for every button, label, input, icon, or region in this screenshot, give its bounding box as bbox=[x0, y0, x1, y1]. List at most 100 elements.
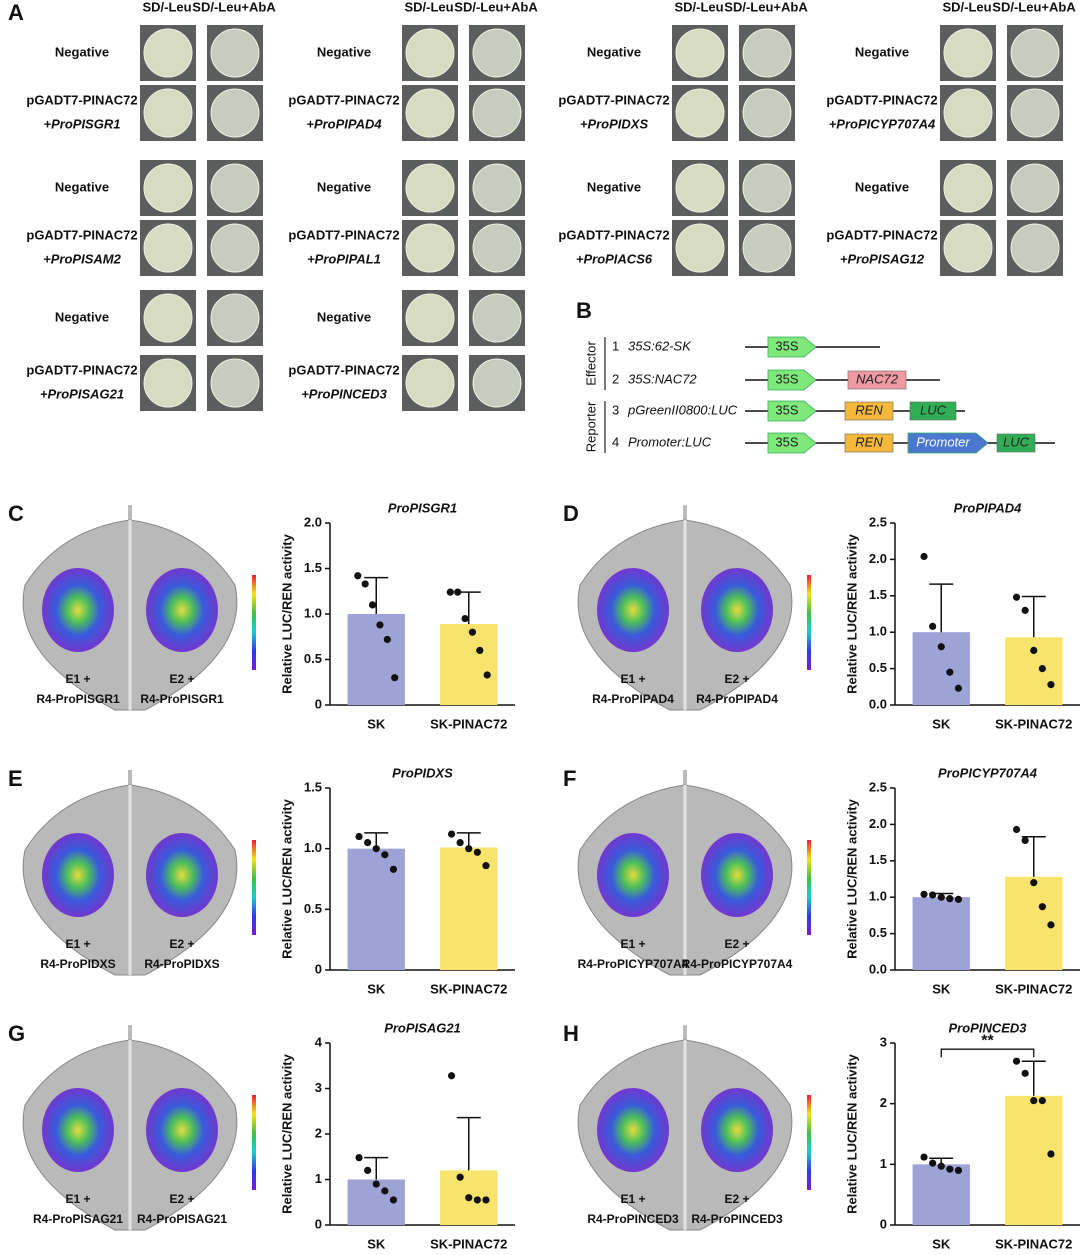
negative-label: Negative bbox=[317, 179, 371, 194]
promoter-label: +ProPISAG21 bbox=[40, 386, 124, 401]
panel-label: H bbox=[563, 1021, 579, 1046]
part-label: REN bbox=[855, 402, 883, 417]
error-bar bbox=[1021, 595, 1046, 638]
leaf-label: E2 + bbox=[169, 672, 194, 686]
x-tick-label: SK-PINAC72 bbox=[995, 716, 1072, 731]
colony bbox=[143, 28, 193, 78]
column-header: SD/-Leu bbox=[142, 0, 191, 14]
y-tick-label: 4 bbox=[315, 1034, 323, 1049]
data-point bbox=[376, 621, 384, 629]
data-point bbox=[929, 891, 937, 899]
x-tick-label: SK bbox=[932, 981, 951, 996]
bar bbox=[912, 632, 970, 705]
colony bbox=[943, 88, 993, 138]
leaf-label: E1 + bbox=[65, 672, 90, 686]
y-tick-label: 1 bbox=[315, 1171, 322, 1186]
effector-label: pGADT7-PINAC72 bbox=[288, 227, 399, 242]
y-tick-label: 0.5 bbox=[304, 651, 322, 666]
data-point bbox=[920, 552, 928, 561]
part-arrow bbox=[767, 336, 817, 358]
data-point bbox=[1030, 879, 1038, 887]
signal bbox=[146, 1088, 218, 1172]
y-tick-label: 0 bbox=[315, 961, 322, 976]
color-scale bbox=[807, 1095, 811, 1190]
y-tick-label: 1.5 bbox=[304, 779, 322, 794]
bar bbox=[347, 848, 405, 970]
promoter-label: +ProPISAM2 bbox=[43, 251, 121, 266]
construct-name: 35S:62-SK bbox=[628, 338, 692, 353]
data-point bbox=[454, 588, 462, 596]
negative-label: Negative bbox=[317, 44, 371, 59]
y-tick-label: 1.0 bbox=[869, 624, 887, 639]
part-label: 35S bbox=[775, 434, 798, 449]
leaf-label: R4-ProPICYP707A4 bbox=[578, 957, 689, 971]
negative-label: Negative bbox=[55, 179, 109, 194]
error-bar bbox=[929, 583, 954, 633]
y-tick-label: 0.5 bbox=[869, 925, 887, 940]
y-tick-label: 0 bbox=[315, 1216, 322, 1231]
y-tick-label: 3 bbox=[880, 1034, 887, 1049]
data-point bbox=[1038, 1097, 1046, 1105]
y-axis-label: Relative LUC/REN activity bbox=[844, 798, 859, 958]
data-point bbox=[483, 671, 491, 679]
y-tick-label: 1 bbox=[880, 1156, 887, 1171]
colony bbox=[742, 163, 792, 213]
y-axis-label: Relative LUC/REN activity bbox=[844, 1053, 859, 1213]
data-point bbox=[389, 1196, 398, 1204]
data-point bbox=[389, 865, 398, 873]
color-scale bbox=[807, 840, 811, 935]
y-tick-label: 1.5 bbox=[869, 852, 887, 867]
y-tick-label: 2.5 bbox=[869, 514, 887, 529]
colony bbox=[405, 163, 455, 213]
colony bbox=[472, 28, 522, 78]
construct-name: 35S:NAC72 bbox=[628, 371, 697, 386]
leaf-label: E2 + bbox=[724, 937, 749, 951]
data-point bbox=[937, 893, 945, 901]
part-box bbox=[996, 433, 1036, 453]
data-point bbox=[473, 1196, 481, 1204]
data-point bbox=[473, 848, 481, 856]
colony bbox=[675, 28, 725, 78]
colony bbox=[943, 163, 993, 213]
significance-label: ** bbox=[981, 1032, 994, 1049]
colony bbox=[472, 88, 522, 138]
y-tick-label: 2.5 bbox=[869, 779, 887, 794]
data-point bbox=[937, 643, 945, 651]
promoter-label: +ProPISAG12 bbox=[840, 251, 925, 266]
leaf-label: R4-ProPISGR1 bbox=[36, 692, 120, 706]
y-axis-label: Relative LUC/REN activity bbox=[279, 798, 294, 958]
data-point bbox=[476, 646, 484, 655]
y-tick-label: 2.0 bbox=[869, 816, 887, 831]
colony bbox=[210, 28, 260, 78]
signal bbox=[701, 568, 773, 652]
colony bbox=[472, 223, 522, 273]
effector-label: pGADT7-PINAC72 bbox=[558, 227, 669, 242]
signal bbox=[597, 833, 669, 917]
x-tick-label: SK-PINAC72 bbox=[430, 981, 507, 996]
data-point bbox=[954, 1166, 963, 1174]
panel-label: A bbox=[8, 0, 24, 25]
part-label: LUC bbox=[1003, 434, 1030, 449]
data-point bbox=[1047, 921, 1055, 929]
data-point bbox=[361, 580, 369, 588]
construct-number: 1 bbox=[612, 338, 619, 353]
data-point bbox=[1047, 681, 1055, 689]
negative-label: Negative bbox=[587, 179, 641, 194]
part-box bbox=[847, 370, 907, 390]
y-tick-label: 2 bbox=[880, 1095, 887, 1110]
negative-label: Negative bbox=[55, 44, 109, 59]
colony bbox=[1010, 163, 1060, 213]
data-point bbox=[372, 1180, 380, 1188]
colony bbox=[472, 358, 522, 408]
y-axis-label: Relative LUC/REN activity bbox=[844, 533, 859, 693]
part-label: LUC bbox=[920, 402, 947, 417]
column-header: SD/-Leu+AbA bbox=[454, 0, 538, 14]
data-point bbox=[1012, 825, 1021, 834]
colony bbox=[405, 358, 455, 408]
color-scale bbox=[807, 575, 811, 670]
chart-title: ProPIDXS bbox=[392, 765, 453, 780]
y-axis-label: Relative LUC/REN activity bbox=[279, 1053, 294, 1213]
y-tick-label: 2.0 bbox=[304, 514, 322, 529]
part-label: 35S bbox=[775, 402, 798, 417]
negative-label: Negative bbox=[855, 44, 909, 59]
